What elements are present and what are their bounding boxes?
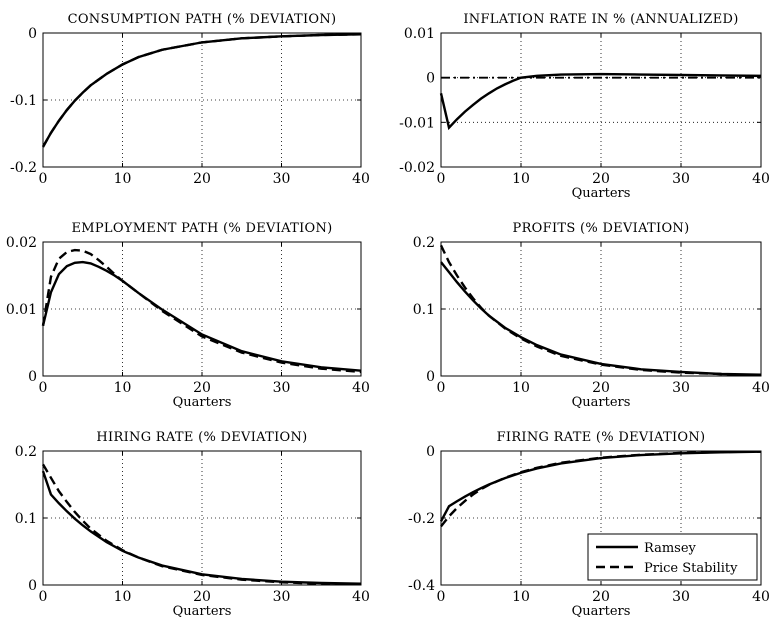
x-axis-label: Quarters xyxy=(572,186,631,201)
y-tick-label: 0 xyxy=(426,444,435,460)
x-tick-label: 20 xyxy=(592,380,610,396)
panel-5: HIRING RATE (% DEVIATION) 0 10 20 30 40 0 0.1 0.… xyxy=(15,430,370,619)
y-tick-label: 0.1 xyxy=(15,511,37,527)
x-tick-label: 10 xyxy=(512,380,530,396)
panel-title: HIRING RATE (% DEVIATION) xyxy=(96,430,307,445)
x-tick-label: 30 xyxy=(672,380,690,396)
x-tick-label: 40 xyxy=(352,589,370,605)
x-tick-label: 0 xyxy=(39,380,48,396)
plot-frame xyxy=(42,32,362,168)
legend-label-ramsey: Ramsey xyxy=(644,541,697,556)
x-tick-label: 20 xyxy=(592,589,610,605)
panel-6: FIRING RATE (% DEVIATION) 0 10 20 30 40 -0.4 -0… xyxy=(408,430,770,619)
x-tick-label: 40 xyxy=(752,589,770,605)
y-tick-label: 0 xyxy=(426,71,435,87)
x-tick-label: 40 xyxy=(352,171,370,187)
x-tick-label: 40 xyxy=(752,171,770,187)
y-tick-label: -0.2 xyxy=(408,511,435,527)
x-tick-label: 40 xyxy=(752,380,770,396)
x-axis-label: Quarters xyxy=(173,604,232,619)
plot-frame xyxy=(440,32,762,168)
series-line-ramsey xyxy=(41,260,362,372)
x-axis-label: Quarters xyxy=(572,395,631,410)
x-tick-label: 30 xyxy=(273,589,291,605)
panel-title: FIRING RATE (% DEVIATION) xyxy=(497,430,706,445)
plot-frame xyxy=(42,241,362,377)
x-axis-label: Quarters xyxy=(173,395,232,410)
x-tick-label: 10 xyxy=(114,589,132,605)
x-tick-label: 10 xyxy=(512,589,530,605)
x-tick-label: 0 xyxy=(39,589,48,605)
plot-frame xyxy=(440,241,762,377)
panel-1: CONSUMPTION PATH (% DEVIATION) 0 10 20 30 40 -… xyxy=(10,12,370,187)
panel-title: CONSUMPTION PATH (% DEVIATION) xyxy=(68,12,337,27)
panel-4: PROFITS (% DEVIATION) 0 10 20 30 40 0 0.1 0.2 Qua… xyxy=(413,221,770,410)
x-tick-label: 0 xyxy=(437,380,446,396)
y-tick-label: 0.1 xyxy=(413,302,435,318)
x-axis-label: Quarters xyxy=(572,604,631,619)
legend-label-price-stability: Price Stability xyxy=(644,561,738,576)
y-tick-label: 0.01 xyxy=(404,26,435,42)
panel-2: INFLATION RATE IN % (ANNUALIZED) 0 10 20 30 4… xyxy=(399,12,770,201)
y-tick-label: 0 xyxy=(28,26,37,42)
x-tick-label: 40 xyxy=(352,380,370,396)
x-tick-label: 20 xyxy=(193,380,211,396)
series-line-price_stability xyxy=(439,244,762,377)
x-tick-label: 0 xyxy=(437,589,446,605)
y-tick-label: 0.01 xyxy=(6,302,37,318)
panel-title: PROFITS (% DEVIATION) xyxy=(513,221,690,236)
panel-3: EMPLOYMENT PATH (% DEVIATION) 0 10 20 30 40 0 0… xyxy=(6,221,370,410)
x-tick-label: 30 xyxy=(672,171,690,187)
y-tick-label: -0.01 xyxy=(399,115,435,131)
series-line-price_stability xyxy=(41,33,362,148)
panel-title: EMPLOYMENT PATH (% DEVIATION) xyxy=(71,221,332,236)
series-line-price_stability xyxy=(41,248,362,374)
series-line-ramsey xyxy=(439,450,762,522)
y-tick-label: 0 xyxy=(28,578,37,594)
plot-frame xyxy=(42,450,362,586)
x-tick-label: 20 xyxy=(193,589,211,605)
y-tick-label: -0.4 xyxy=(408,578,435,594)
x-tick-label: 0 xyxy=(39,171,48,187)
x-tick-label: 30 xyxy=(273,171,291,187)
y-tick-label: 0.2 xyxy=(413,235,435,251)
series-line-ramsey xyxy=(41,33,362,148)
x-tick-label: 10 xyxy=(114,380,132,396)
x-tick-label: 30 xyxy=(273,380,291,396)
legend-box xyxy=(587,533,758,581)
series-line-ramsey xyxy=(41,470,362,585)
y-tick-label: -0.02 xyxy=(399,160,435,176)
x-tick-label: 10 xyxy=(114,171,132,187)
series-line-price_stability xyxy=(440,450,762,528)
panel-title: INFLATION RATE IN % (ANNUALIZED) xyxy=(463,12,738,27)
y-tick-label: -0.1 xyxy=(10,93,37,109)
legend: Ramsey Price Stability xyxy=(587,533,758,581)
series-line-price_stability xyxy=(41,463,362,586)
plot-frame xyxy=(440,450,762,586)
x-tick-label: 10 xyxy=(512,171,530,187)
y-tick-label: 0 xyxy=(426,369,435,385)
x-tick-label: 20 xyxy=(193,171,211,187)
series-line-ramsey xyxy=(439,72,762,131)
x-tick-label: 0 xyxy=(437,171,446,187)
x-tick-label: 30 xyxy=(672,589,690,605)
y-tick-label: -0.2 xyxy=(10,160,37,176)
x-tick-label: 20 xyxy=(592,171,610,187)
y-tick-label: 0 xyxy=(28,369,37,385)
y-tick-label: 0.2 xyxy=(15,444,37,460)
y-tick-label: 0.02 xyxy=(6,235,37,251)
